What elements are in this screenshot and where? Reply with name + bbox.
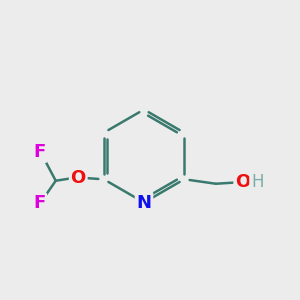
- Text: O: O: [235, 173, 250, 191]
- Text: F: F: [33, 143, 45, 161]
- Text: H: H: [251, 173, 263, 191]
- Text: O: O: [70, 169, 86, 187]
- Text: N: N: [136, 194, 152, 211]
- Text: F: F: [33, 194, 45, 212]
